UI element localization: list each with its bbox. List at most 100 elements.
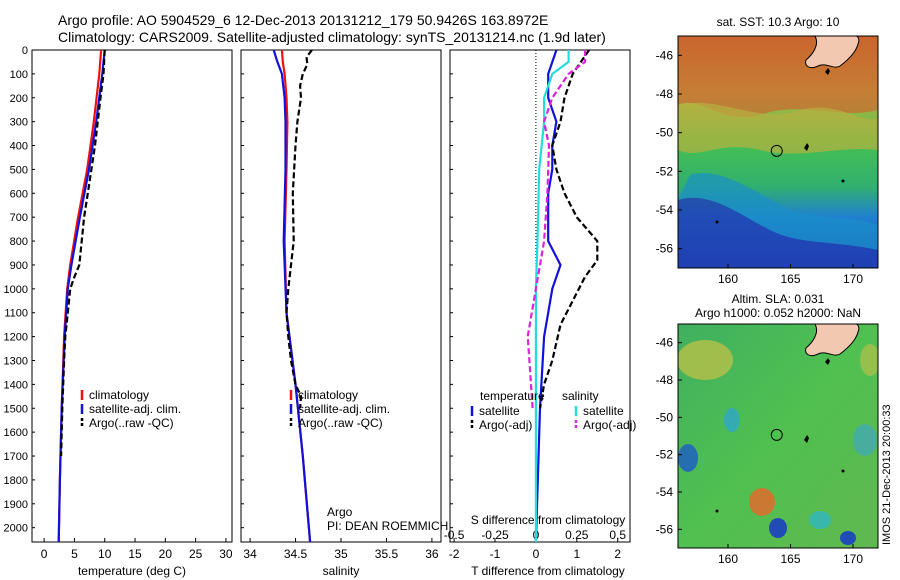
depth-tick-label: 1400 (4, 379, 28, 391)
sla-map-subtitle: Argo h1000: 0.052 h2000: NaN (695, 306, 861, 320)
x-tick-label: 34 (243, 547, 257, 561)
sst-map-frame (677, 35, 879, 269)
depth-tick-label: 1300 (4, 355, 28, 367)
sla-yellow-patch-2 (860, 344, 878, 376)
map-lon-label: 165 (780, 272, 800, 286)
sst-map-title: sat. SST: 10.3 Argo: 10 (717, 15, 840, 29)
map-lat-label: -54 (656, 203, 674, 217)
sla-blue-patch-3 (840, 531, 856, 545)
sla-orange-patch (749, 488, 775, 516)
x-tick-label: 35.5 (375, 547, 399, 561)
map-lon-label: 160 (718, 272, 738, 286)
x-tick-label: 35 (334, 547, 348, 561)
series-line-satellite-adj-clim- (57, 50, 106, 542)
argo-location-marker-2 (770, 428, 783, 441)
sla-cyan-patch-3 (853, 424, 877, 456)
x-tick-label: 10 (98, 547, 112, 561)
depth-tick-label: 1200 (4, 332, 28, 344)
temperature-xlabel: temperature (deg C) (78, 564, 186, 578)
sla-map-frame (677, 323, 879, 549)
x-tick-label: 1 (573, 547, 580, 561)
salinity-panel-frame (240, 49, 442, 543)
legend-label: climatology (89, 388, 149, 402)
depth-tick-label: 2000 (4, 523, 28, 535)
legend-label: Argo(-adj) (479, 418, 532, 432)
sst-cold-patch (678, 197, 878, 268)
sla-cyan-patch (724, 408, 740, 432)
x-tick-label: 30 (219, 547, 233, 561)
x-tick-label: 25 (189, 547, 203, 561)
x-tick-label: 15 (128, 547, 142, 561)
depth-tick-label: 1900 (4, 499, 28, 511)
map-lat-label: -46 (656, 48, 674, 62)
s-diff-tick-label: 0.25 (565, 528, 589, 542)
x-tick-label: 5 (71, 547, 78, 561)
legend-label: Argo(..raw -QC) (89, 416, 174, 430)
s-difference-label: S difference from climatology (471, 513, 626, 527)
depth-tick-label: 1500 (4, 403, 28, 415)
series-line-satellite (534, 50, 570, 542)
legend-label: Argo(-adj) (583, 418, 636, 432)
series-line-climatology (57, 50, 103, 542)
depth-tick-label: 700 (10, 212, 28, 224)
island-3 (841, 179, 845, 183)
depth-tick-label: 200 (10, 93, 28, 105)
sst-teal-band (678, 173, 878, 250)
map-lat-label: -54 (656, 485, 674, 499)
s-diff-tick-label: -0.25 (481, 528, 509, 542)
imos-credit: IMOS 21-Dec-2013 20:00:33 (881, 404, 893, 545)
depth-tick-label: 600 (10, 188, 28, 200)
sla-map: Altim. SLA: 0.031 Argo h1000: 0.052 h200… (656, 292, 879, 566)
sla-map-axes: 160 165 170 -46 -48 -50 -52 -54 -56 (656, 336, 864, 566)
series-line-argo-adj- (538, 50, 599, 409)
depth-tick-label: 900 (10, 260, 28, 272)
legend-label: Argo(..raw -QC) (298, 416, 383, 430)
depth-tick-label: 1800 (4, 475, 28, 487)
pi-annotation: PI: DEAN ROEMMICH (327, 519, 448, 533)
sla-blue-patch-2 (769, 518, 787, 538)
sla-map-title: Altim. SLA: 0.031 (732, 292, 825, 306)
salinity-profiles (272, 50, 313, 542)
salinity-xlabel: salinity (323, 564, 360, 578)
island-1 (825, 68, 830, 75)
map-lon-label: 165 (780, 552, 800, 566)
depth-tick-label: 1100 (4, 308, 28, 320)
island-7 (841, 469, 845, 473)
depth-tick-label: 500 (10, 164, 28, 176)
depth-tick-label: 800 (10, 236, 28, 248)
x-tick-label: 2 (614, 547, 621, 561)
island-6 (804, 435, 809, 443)
legend-group-temperature: temperature (480, 389, 545, 403)
legend-label: satellite-adj. clim. (298, 402, 390, 416)
header-line2: Climatology: CARS2009. Satellite-adjuste… (58, 29, 606, 45)
depth-tick-label: 1700 (4, 451, 28, 463)
difference-panel-frame (449, 49, 631, 543)
series-line-argo-raw-qc- (285, 50, 313, 409)
sla-cyan-patch-2 (809, 511, 831, 529)
depth-tick-label: 1000 (4, 284, 28, 296)
difference-legend: temperature salinitysatelliteArgo(-adj)sa… (470, 389, 636, 432)
island-2 (804, 143, 809, 151)
s-diff-tick-label: 0.5 (609, 528, 626, 542)
map-lat-label: -48 (656, 87, 674, 101)
depth-axis: 0 100 200 300 400 500 600 700 800 900 1000 1100 1200… (4, 45, 453, 535)
map-lon-label: 170 (843, 272, 863, 286)
argo-location-marker (770, 144, 783, 157)
x-tick-label: -1 (490, 547, 501, 561)
map-lon-label: 160 (718, 552, 738, 566)
argo-annotation: Argo (327, 505, 353, 519)
sst-map: sat. SST: 10.3 Argo: 10 160 165 170 -46 -48 -… (656, 15, 879, 286)
x-tick-label: 34.5 (284, 547, 308, 561)
temperature-panel: 0100200300400500600700800900100011001200… (4, 45, 453, 578)
series-line-argo-raw-qc- (60, 50, 106, 457)
temperature-x-axis: 0 5 10 15 20 25 30 (41, 538, 233, 561)
series-line-satellite-adj-clim- (272, 50, 312, 542)
map-lat-label: -50 (656, 126, 674, 140)
map-lat-label: -46 (656, 336, 674, 350)
map-lat-label: -56 (656, 522, 674, 536)
x-tick-label: 0 (533, 547, 540, 561)
temperature-profiles (57, 50, 106, 542)
series-line-satellite (534, 50, 562, 542)
